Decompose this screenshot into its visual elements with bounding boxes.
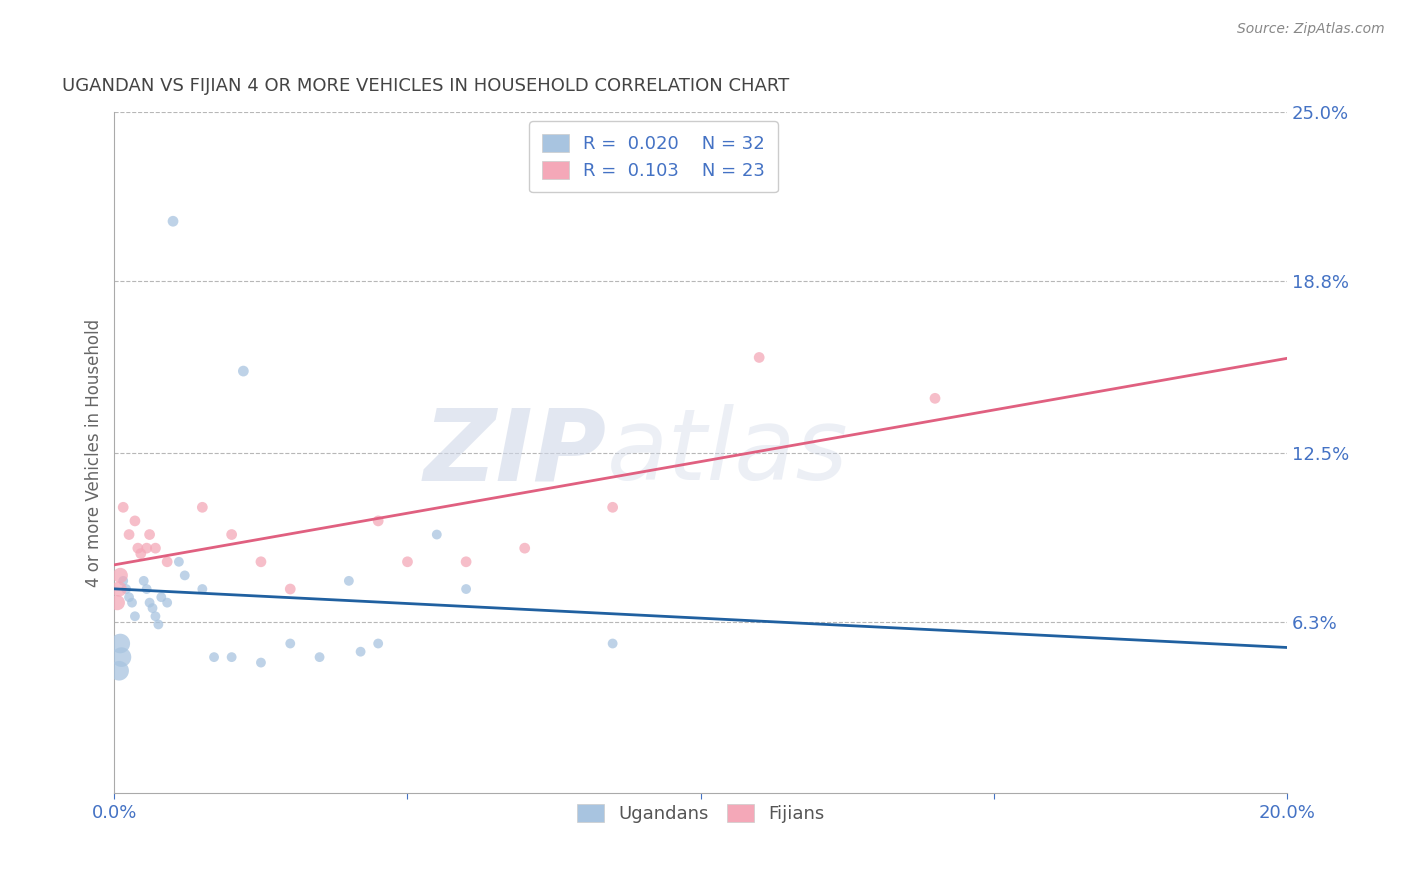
Point <box>426 527 449 541</box>
Text: Source: ZipAtlas.com: Source: ZipAtlas.com <box>1237 22 1385 37</box>
Point <box>221 527 243 541</box>
Point <box>456 555 478 569</box>
Point <box>135 582 157 596</box>
Point <box>138 527 160 541</box>
Point <box>124 514 146 528</box>
Point <box>110 650 132 665</box>
Legend: Ugandans, Fijians: Ugandans, Fijians <box>568 795 834 832</box>
Point <box>118 527 141 541</box>
Point <box>115 582 138 596</box>
Point <box>156 555 179 569</box>
Point <box>191 500 214 515</box>
Text: UGANDAN VS FIJIAN 4 OR MORE VEHICLES IN HOUSEHOLD CORRELATION CHART: UGANDAN VS FIJIAN 4 OR MORE VEHICLES IN … <box>62 78 789 95</box>
Text: atlas: atlas <box>607 404 848 501</box>
Point <box>250 656 273 670</box>
Point <box>129 547 152 561</box>
Point <box>162 214 184 228</box>
Point <box>148 617 170 632</box>
Point <box>135 541 157 556</box>
Point <box>156 596 179 610</box>
Point <box>924 392 946 406</box>
Point <box>118 591 141 605</box>
Point <box>145 609 167 624</box>
Point <box>167 555 190 569</box>
Point <box>456 582 478 596</box>
Point <box>191 582 214 596</box>
Point <box>141 601 163 615</box>
Point <box>105 596 128 610</box>
Point <box>602 636 624 650</box>
Point <box>150 591 173 605</box>
Point <box>308 650 330 665</box>
Point <box>602 500 624 515</box>
Point <box>513 541 536 556</box>
Point <box>202 650 225 665</box>
Point <box>138 596 160 610</box>
Point <box>112 574 135 588</box>
Point <box>110 568 132 582</box>
Y-axis label: 4 or more Vehicles in Household: 4 or more Vehicles in Household <box>86 318 103 587</box>
Point <box>112 500 135 515</box>
Point <box>367 514 389 528</box>
Point <box>250 555 273 569</box>
Point <box>124 609 146 624</box>
Point <box>349 645 371 659</box>
Point <box>367 636 389 650</box>
Text: ZIP: ZIP <box>423 404 607 501</box>
Point <box>337 574 360 588</box>
Point <box>145 541 167 556</box>
Point <box>127 541 149 556</box>
Point <box>110 636 132 650</box>
Point <box>278 636 301 650</box>
Point <box>221 650 243 665</box>
Point <box>278 582 301 596</box>
Point <box>232 364 254 378</box>
Point <box>132 574 155 588</box>
Point <box>173 568 195 582</box>
Point <box>108 664 131 678</box>
Point <box>121 596 143 610</box>
Point <box>396 555 419 569</box>
Point <box>108 582 131 596</box>
Point <box>748 351 770 365</box>
